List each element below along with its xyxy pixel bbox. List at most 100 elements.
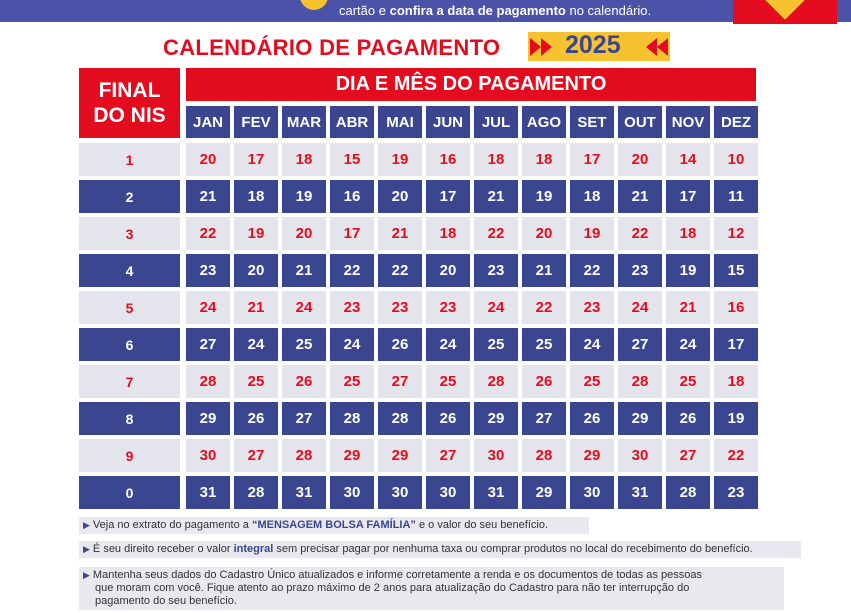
month-header: ABR — [330, 106, 374, 138]
payment-day-cell: 23 — [330, 291, 374, 324]
arrow-left-icon — [646, 38, 657, 56]
nis-digit: 0 — [79, 476, 180, 509]
payment-day-cell: 20 — [618, 143, 662, 176]
payment-day-cell: 23 — [714, 476, 758, 509]
payment-day-cell: 25 — [522, 328, 566, 361]
payment-day-cell: 27 — [186, 328, 230, 361]
nis-digit: 3 — [79, 217, 180, 250]
payment-day-cell: 30 — [426, 476, 470, 509]
payment-day-cell: 26 — [234, 402, 278, 435]
payment-day-cell: 17 — [714, 328, 758, 361]
payment-day-cell: 23 — [378, 291, 422, 324]
nis-header-line1: FINAL — [98, 79, 161, 102]
payment-day-cell: 20 — [378, 180, 422, 213]
payment-day-cell: 24 — [666, 328, 710, 361]
payment-day-cell: 31 — [282, 476, 326, 509]
payment-day-cell: 27 — [282, 402, 326, 435]
month-header: JUL — [474, 106, 518, 138]
payment-day-cell: 19 — [714, 402, 758, 435]
payment-day-cell: 17 — [666, 180, 710, 213]
note-message: ▶ Veja no extrato do pagamento a “MENSAGE… — [79, 517, 589, 534]
payment-day-cell: 28 — [618, 365, 662, 398]
payment-day-cell: 18 — [426, 217, 470, 250]
nis-digit: 9 — [79, 439, 180, 472]
payment-day-cell: 21 — [282, 254, 326, 287]
payment-day-cell: 22 — [570, 254, 614, 287]
payment-day-cell: 25 — [570, 365, 614, 398]
payment-day-cell: 24 — [570, 328, 614, 361]
payment-day-cell: 23 — [570, 291, 614, 324]
nis-digit: 2 — [79, 180, 180, 213]
nis-digit: 6 — [79, 328, 180, 361]
payment-day-cell: 30 — [186, 439, 230, 472]
payment-day-cell: 17 — [570, 143, 614, 176]
payment-day-cell: 20 — [234, 254, 278, 287]
payment-day-cell: 30 — [618, 439, 662, 472]
month-header: AGO — [522, 106, 566, 138]
payment-day-cell: 11 — [714, 180, 758, 213]
nis-digit: 1 — [79, 143, 180, 176]
payment-day-cell: 29 — [378, 439, 422, 472]
payment-day-cell: 30 — [378, 476, 422, 509]
year-label: 2025 — [565, 31, 621, 59]
payment-day-cell: 23 — [618, 254, 662, 287]
payment-day-cell: 19 — [522, 180, 566, 213]
payment-day-cell: 19 — [234, 217, 278, 250]
payment-day-cell: 22 — [186, 217, 230, 250]
month-header: NOV — [666, 106, 710, 138]
payment-day-cell: 22 — [618, 217, 662, 250]
payment-day-cell: 24 — [330, 328, 374, 361]
month-header: SET — [570, 106, 614, 138]
payment-day-cell: 26 — [282, 365, 326, 398]
payment-day-cell: 18 — [282, 143, 326, 176]
payment-day-cell: 30 — [570, 476, 614, 509]
payment-day-cell: 30 — [330, 476, 374, 509]
month-header: MAR — [282, 106, 326, 138]
payment-day-cell: 25 — [330, 365, 374, 398]
payment-day-cell: 27 — [378, 365, 422, 398]
payment-day-cell: 21 — [234, 291, 278, 324]
payment-day-cell: 27 — [426, 439, 470, 472]
payment-day-cell: 28 — [474, 365, 518, 398]
payment-day-cell: 28 — [282, 439, 326, 472]
payment-day-cell: 17 — [426, 180, 470, 213]
arrow-left-icon — [657, 38, 668, 56]
month-header: OUT — [618, 106, 662, 138]
month-header: JUN — [426, 106, 470, 138]
payment-day-cell: 28 — [666, 476, 710, 509]
payment-day-cell: 27 — [618, 328, 662, 361]
payment-day-cell: 24 — [618, 291, 662, 324]
payment-day-cell: 26 — [666, 402, 710, 435]
payment-day-cell: 24 — [282, 291, 326, 324]
bullet-triangle-icon: ▶ — [83, 544, 90, 554]
payment-day-cell: 23 — [426, 291, 470, 324]
payment-day-cell: 25 — [666, 365, 710, 398]
arrow-right-icon — [541, 38, 552, 56]
payment-day-cell: 18 — [522, 143, 566, 176]
payment-day-cell: 18 — [666, 217, 710, 250]
payment-day-cell: 10 — [714, 143, 758, 176]
payment-day-cell: 24 — [426, 328, 470, 361]
payment-day-cell: 19 — [378, 143, 422, 176]
payment-day-cell: 18 — [234, 180, 278, 213]
payment-day-cell: 18 — [474, 143, 518, 176]
payment-date-header: DIA E MÊS DO PAGAMENTO — [186, 68, 756, 101]
payment-day-cell: 31 — [186, 476, 230, 509]
payment-day-cell: 21 — [666, 291, 710, 324]
payment-day-cell: 29 — [522, 476, 566, 509]
payment-day-cell: 26 — [378, 328, 422, 361]
payment-day-cell: 27 — [666, 439, 710, 472]
payment-day-cell: 30 — [474, 439, 518, 472]
payment-day-cell: 26 — [522, 365, 566, 398]
page-title: CALENDÁRIO DE PAGAMENTO — [163, 35, 501, 60]
payment-day-cell: 28 — [186, 365, 230, 398]
payment-day-cell: 22 — [474, 217, 518, 250]
payment-day-cell: 20 — [282, 217, 326, 250]
payment-day-cell: 29 — [570, 439, 614, 472]
payment-day-cell: 20 — [186, 143, 230, 176]
payment-day-cell: 22 — [330, 254, 374, 287]
nis-digit: 8 — [79, 402, 180, 435]
payment-day-cell: 20 — [522, 217, 566, 250]
payment-day-cell: 23 — [186, 254, 230, 287]
payment-day-cell: 26 — [570, 402, 614, 435]
